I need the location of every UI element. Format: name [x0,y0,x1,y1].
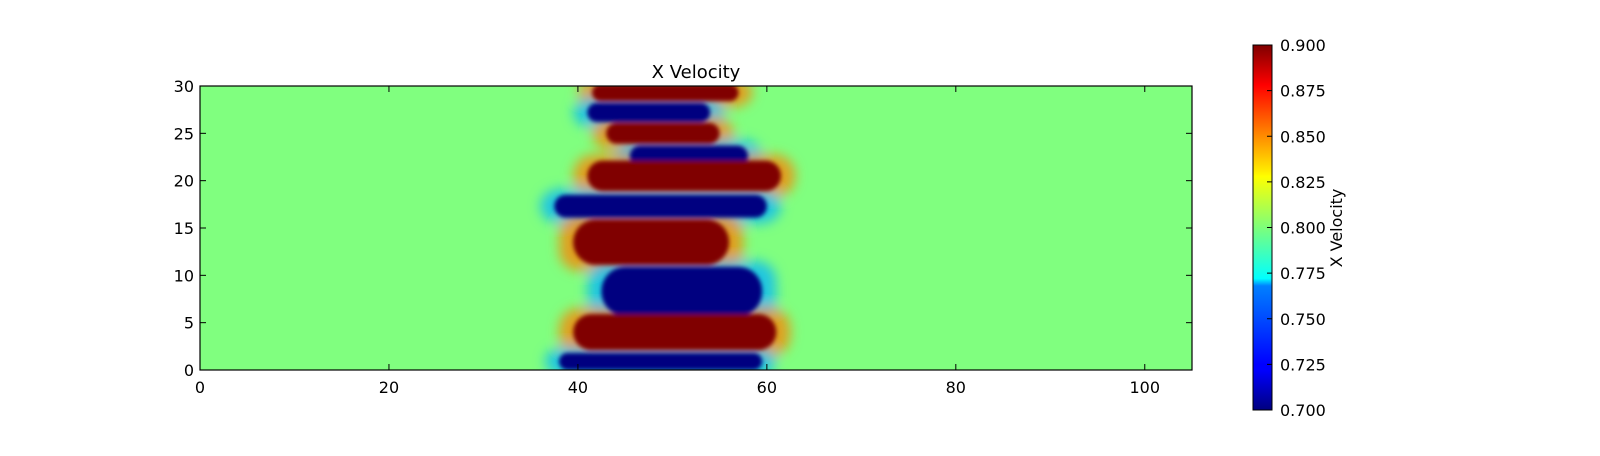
y-tick-label-4: 20 [174,172,194,191]
heatmap-blob-9 [559,352,763,370]
y-ticks: 0 5 10 15 20 25 30 [174,77,1192,380]
colorbar-tick-label-3: 0.775 [1280,264,1326,283]
y-tick-label-0: 0 [184,361,194,380]
colorbar-tick-label-2: 0.750 [1280,310,1326,329]
heatmap-plot [200,86,1192,370]
x-tick-label-5: 100 [1129,378,1160,397]
heatmap-cells [554,86,782,370]
x-tick-label-3: 60 [757,378,777,397]
colorbar-tick-label-6: 0.850 [1280,127,1326,146]
colorbar-tick-label-5: 0.825 [1280,173,1326,192]
heatmap-blob-6 [573,219,730,265]
x-tick-label-1: 20 [379,378,399,397]
colorbar-tick-label-0: 0.700 [1280,401,1326,420]
heatmap-blob-2 [606,122,720,144]
colorbar-tick-label-7: 0.875 [1280,82,1326,101]
y-tick-label-5: 25 [174,124,194,143]
heatmap-blob-8 [573,314,777,351]
x-tick-label-2: 40 [568,378,588,397]
y-tick-label-2: 10 [174,266,194,285]
heatmap-blob-7 [601,266,763,317]
x-tick-label-0: 0 [195,378,205,397]
heatmap-blob-0 [592,86,739,102]
colorbar-tick-label-1: 0.725 [1280,355,1326,374]
x-ticks: 0 20 40 60 80 100 [195,86,1160,397]
heatmap-blob-4 [587,160,782,192]
chart-title: X Velocity [652,62,741,83]
colorbar: 0.700 0.725 0.750 0.775 0.800 0.825 0.850 0.875… [1252,36,1346,420]
y-tick-label-6: 30 [174,77,194,96]
colorbar-tick-label-8: 0.900 [1280,36,1326,55]
y-tick-label-1: 5 [184,314,194,333]
heatmap-blob-5 [554,194,767,218]
axes: 0 20 40 60 80 100 0 5 10 15 20 25 30 [174,77,1193,397]
colorbar-label: X Velocity [1327,189,1346,268]
y-tick-label-3: 15 [174,219,194,238]
colorbar-tick-label-4: 0.800 [1280,219,1326,238]
x-tick-label-4: 80 [946,378,966,397]
heatmap-blob-1 [587,103,711,122]
colorbar-ticks: 0.700 0.725 0.750 0.775 0.800 0.825 0.850 0.875… [1267,36,1326,420]
